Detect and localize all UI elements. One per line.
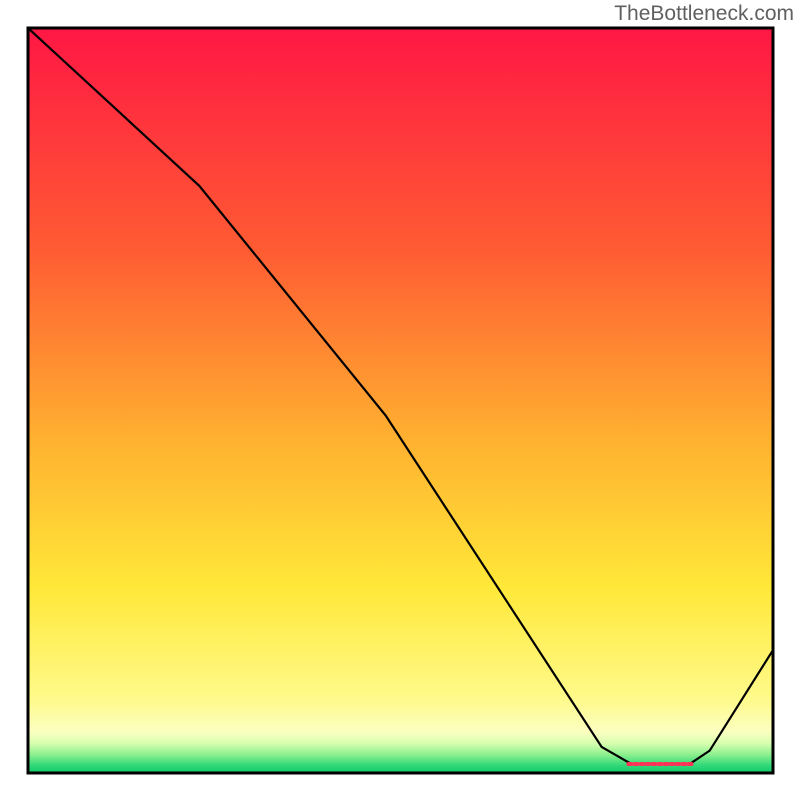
- bottleneck-chart: [0, 0, 800, 800]
- gradient-background: [28, 28, 773, 773]
- watermark-text: TheBottleneck.com: [614, 2, 794, 26]
- chart-canvas: TheBottleneck.com: [0, 0, 800, 800]
